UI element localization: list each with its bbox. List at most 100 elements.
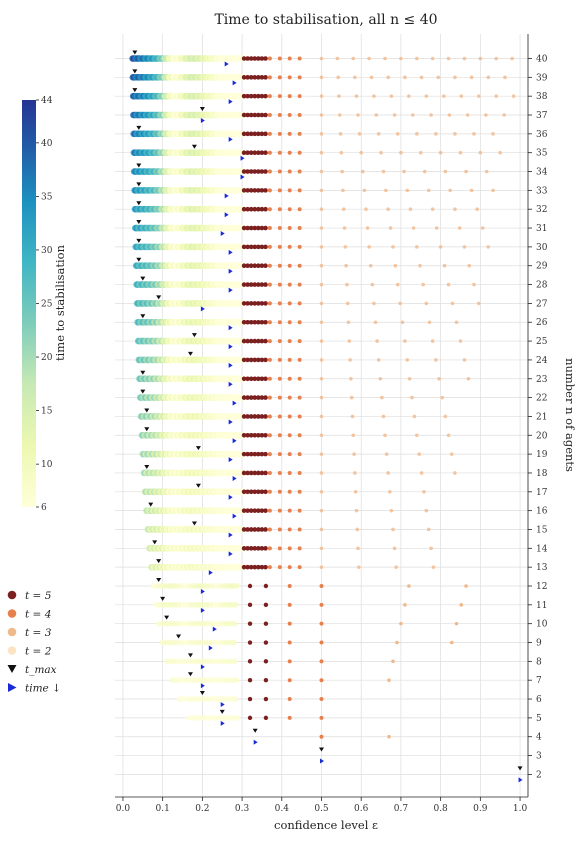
colorbar-tick-label: 40 — [41, 139, 53, 149]
data-point — [297, 376, 302, 381]
data-point — [297, 357, 302, 362]
data-point — [263, 169, 268, 174]
data-point — [241, 319, 247, 325]
data-point — [297, 244, 302, 249]
data-point — [188, 601, 195, 608]
data-point — [287, 678, 292, 683]
data-point — [319, 659, 324, 664]
time-drop-marker — [240, 174, 245, 180]
data-point — [287, 640, 292, 645]
y-tick-label: 2 — [536, 770, 542, 780]
data-point — [459, 94, 464, 98]
data-point — [338, 132, 343, 136]
data-point — [359, 150, 364, 155]
data-point — [256, 93, 261, 99]
data-point — [478, 150, 483, 155]
data-point — [191, 639, 198, 646]
data-point — [256, 206, 261, 212]
data-point — [168, 620, 174, 627]
data-point — [319, 132, 324, 136]
data-point — [252, 376, 258, 382]
y-tick-label: 14 — [536, 544, 548, 554]
t-max-marker — [160, 596, 166, 601]
data-point — [277, 565, 282, 570]
data-point — [231, 658, 238, 665]
data-point — [357, 132, 362, 136]
legend-marker — [7, 665, 17, 673]
data-point — [186, 714, 193, 721]
y-tick-label: 13 — [536, 563, 548, 573]
data-point — [195, 639, 202, 646]
x-tick-label: 0.8 — [433, 804, 448, 814]
data-point — [319, 376, 324, 381]
data-point — [287, 621, 292, 626]
data-point — [415, 245, 419, 249]
time-drop-marker — [228, 249, 233, 255]
data-point — [472, 132, 476, 136]
data-point — [259, 263, 265, 269]
data-point — [248, 282, 254, 287]
data-point — [179, 620, 186, 627]
data-point — [256, 75, 261, 80]
data-point — [267, 131, 272, 136]
data-point — [160, 620, 166, 627]
data-point — [459, 603, 464, 607]
data-point — [259, 225, 265, 231]
data-point — [245, 282, 250, 287]
data-point — [376, 132, 381, 136]
data-point — [222, 583, 228, 589]
data-point — [259, 112, 265, 118]
data-point — [241, 169, 247, 174]
x-tick-label: 0.5 — [314, 804, 329, 814]
data-point — [384, 188, 388, 193]
data-point — [263, 112, 268, 118]
data-point — [367, 245, 371, 249]
data-point — [248, 112, 254, 118]
data-point — [191, 620, 198, 627]
data-point — [245, 131, 250, 137]
y-axis: 2345678910111213141516171819202122232425… — [527, 34, 548, 797]
data-point — [336, 75, 340, 80]
data-point — [184, 696, 191, 702]
data-point — [169, 601, 175, 608]
data-point — [263, 301, 268, 306]
data-point — [297, 188, 302, 193]
x-tick-label: 0.1 — [155, 804, 169, 814]
data-point — [177, 677, 184, 684]
data-point — [339, 150, 344, 155]
data-point — [219, 639, 226, 646]
data-point — [184, 601, 191, 608]
legend-label: t = 4 — [25, 609, 51, 621]
time-drop-marker — [518, 777, 523, 783]
data-point — [245, 451, 250, 457]
data-point — [267, 565, 272, 570]
data-point — [411, 113, 415, 117]
data-point — [277, 75, 282, 80]
colorbar-tick-label: 10 — [41, 460, 53, 470]
legend-label: t_max — [25, 664, 57, 676]
legend-item: t = 5 — [7, 590, 52, 602]
row-n-25 — [134, 337, 463, 345]
data-point — [233, 583, 240, 589]
data-point — [252, 395, 258, 400]
data-point — [287, 226, 292, 231]
data-point — [263, 583, 269, 589]
data-point — [248, 301, 254, 306]
data-point — [277, 263, 282, 268]
data-point — [438, 245, 443, 249]
row-n-19 — [139, 450, 454, 458]
t-max-marker — [195, 483, 201, 488]
data-point — [252, 451, 258, 457]
data-point — [297, 169, 302, 174]
time-drop-marker — [228, 325, 233, 331]
data-point — [259, 150, 265, 155]
data-point — [162, 583, 169, 589]
data-point — [209, 677, 216, 684]
t-max-marker — [156, 295, 162, 300]
data-point — [297, 508, 302, 513]
data-point — [434, 226, 439, 230]
t-max-marker — [195, 446, 201, 451]
data-point — [259, 432, 265, 438]
row-n-14 — [146, 545, 433, 552]
data-point — [287, 565, 292, 570]
